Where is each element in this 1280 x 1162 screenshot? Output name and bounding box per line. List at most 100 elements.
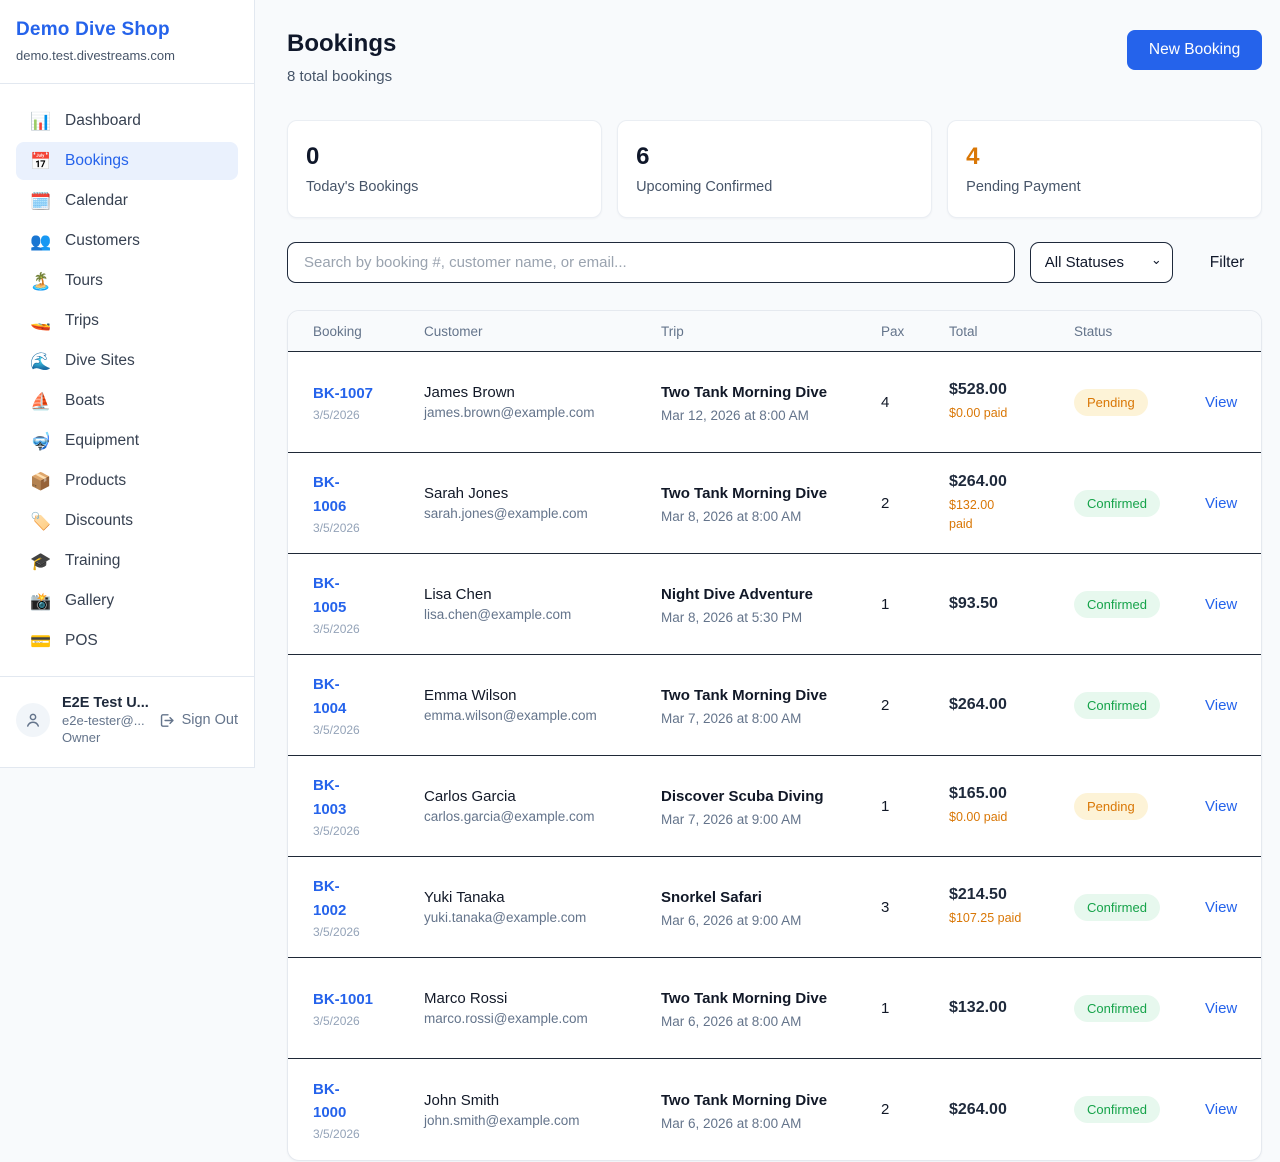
sign-out-label: Sign Out xyxy=(181,712,238,728)
customer-email: sarah.jones@example.com xyxy=(424,506,588,521)
booking-date: 3/5/2026 xyxy=(313,722,360,737)
customer-cell: John Smith john.smith@example.com xyxy=(424,1092,661,1128)
sidebar-item-equipment[interactable]: 🤿 Equipment xyxy=(16,422,238,460)
search-input[interactable] xyxy=(287,242,1015,283)
booking-date: 3/5/2026 xyxy=(313,621,360,636)
booking-cell: BK- 1004 3/5/2026 xyxy=(313,673,424,737)
stat-card-pending-payment: 4 Pending Payment xyxy=(947,120,1263,218)
booking-id-link[interactable]: BK-1007 xyxy=(313,384,374,402)
training-icon: 🎓 xyxy=(30,551,52,571)
table-row: BK- 1006 3/5/2026 Sarah Jones sarah.jone… xyxy=(288,453,1262,554)
sidebar-item-customers[interactable]: 👥 Customers xyxy=(16,222,238,260)
dashboard-icon: 📊 xyxy=(30,111,52,131)
sidebar-item-boats[interactable]: ⛵ Boats xyxy=(16,382,238,420)
trip-name: Two Tank Morning Dive xyxy=(661,1091,828,1109)
table-row: BK-1001 3/5/2026 Marco Rossi marco.rossi… xyxy=(288,958,1262,1059)
status-select[interactable]: All Statuses xyxy=(1029,242,1173,283)
user-role: Owner xyxy=(62,730,101,745)
view-link[interactable]: View xyxy=(1205,999,1238,1017)
pax-value: 2 xyxy=(881,696,890,714)
status-badge: Confirmed xyxy=(1074,489,1160,517)
customer-name: Yuki Tanaka xyxy=(424,889,505,906)
view-link[interactable]: View xyxy=(1205,797,1238,815)
total-amount: $132.00 xyxy=(949,999,1007,1016)
sidebar-item-products[interactable]: 📦 Products xyxy=(16,462,238,500)
trip-name: Discover Scuba Diving xyxy=(661,788,824,805)
sidebar-item-label: Dashboard xyxy=(65,112,141,129)
bookings-table: Booking Customer Trip Pax Total Status B… xyxy=(287,310,1263,1161)
booking-id-link[interactable]: BK- 1002 xyxy=(313,878,347,919)
filter-button[interactable]: Filter xyxy=(1192,246,1262,280)
booking-id-link[interactable]: BK- 1003 xyxy=(313,777,347,818)
sign-out-button[interactable]: Sign Out xyxy=(158,712,238,729)
sidebar-item-training[interactable]: 🎓 Training xyxy=(16,542,238,580)
booking-id-link[interactable]: BK- 1006 xyxy=(313,474,347,515)
col-status: Status xyxy=(1074,323,1113,339)
new-booking-button[interactable]: New Booking xyxy=(1126,30,1263,70)
sidebar-item-label: Training xyxy=(65,552,121,569)
sidebar-item-dashboard[interactable]: 📊 Dashboard xyxy=(16,102,238,140)
table-row: BK- 1004 3/5/2026 Emma Wilson emma.wilso… xyxy=(288,655,1262,756)
pos-icon: 💳 xyxy=(30,631,52,651)
trip-cell: Two Tank Morning Dive Mar 12, 2026 at 8:… xyxy=(661,381,839,423)
booking-id-link[interactable]: BK- 1000 xyxy=(313,1080,347,1121)
customer-email: marco.rossi@example.com xyxy=(424,1011,588,1026)
status-badge: Pending xyxy=(1074,792,1148,820)
status-badge: Confirmed xyxy=(1074,994,1160,1022)
pax-value: 2 xyxy=(881,1101,890,1118)
view-link[interactable]: View xyxy=(1205,1101,1238,1118)
view-link[interactable]: View xyxy=(1205,898,1238,916)
trip-cell: Two Tank Morning Dive Mar 7, 2026 at 8:0… xyxy=(661,684,839,726)
sidebar-item-gallery[interactable]: 📸 Gallery xyxy=(16,582,238,620)
page-title-block: Bookings 8 total bookings xyxy=(287,30,396,85)
pax-value: 1 xyxy=(881,999,890,1017)
status-badge: Confirmed xyxy=(1074,893,1160,921)
dive-sites-icon: 🌊 xyxy=(30,351,52,371)
status-cell: Confirmed xyxy=(1074,590,1195,618)
trip-datetime: Mar 6, 2026 at 9:00 AM xyxy=(661,913,802,928)
customer-name: Emma Wilson xyxy=(424,687,517,704)
boats-icon: ⛵ xyxy=(30,391,52,411)
status-cell: Confirmed xyxy=(1074,489,1195,517)
sidebar-item-tours[interactable]: 🏝️ Tours xyxy=(16,262,238,300)
view-link[interactable]: View xyxy=(1205,696,1238,714)
total-amount: $264.00 xyxy=(949,696,1007,713)
sidebar-item-pos[interactable]: 💳 POS xyxy=(16,622,238,660)
table-row: BK-1007 3/5/2026 James Brown james.brown… xyxy=(288,352,1262,453)
status-cell: Confirmed xyxy=(1074,893,1195,921)
sidebar-item-calendar[interactable]: 🗓️ Calendar xyxy=(16,182,238,220)
booking-id-link[interactable]: BK- 1005 xyxy=(313,575,347,616)
total-amount: $93.50 xyxy=(949,595,998,612)
table-row: BK- 1003 3/5/2026 Carlos Garcia carlos.g… xyxy=(288,756,1262,857)
trip-cell: Night Dive Adventure Mar 8, 2026 at 5:30… xyxy=(661,583,839,625)
sidebar-item-dive-sites[interactable]: 🌊 Dive Sites xyxy=(16,342,238,380)
calendar-icon: 🗓️ xyxy=(30,191,52,211)
shop-domain: demo.test.divestreams.com xyxy=(16,48,175,63)
sidebar-item-discounts[interactable]: 🏷️ Discounts xyxy=(16,502,238,540)
view-link[interactable]: View xyxy=(1205,393,1238,411)
pax-value: 4 xyxy=(881,393,890,411)
customer-cell: James Brown james.brown@example.com xyxy=(424,384,661,420)
sidebar-item-bookings[interactable]: 📅 Bookings xyxy=(16,142,238,180)
stat-label: Today's Bookings xyxy=(306,179,419,195)
trip-name: Snorkel Safari xyxy=(661,889,762,906)
status-cell: Confirmed xyxy=(1074,994,1195,1022)
sidebar-item-label: Boats xyxy=(65,392,105,409)
booking-id-link[interactable]: BK- 1004 xyxy=(313,676,347,717)
customer-email: john.smith@example.com xyxy=(424,1112,580,1128)
total-amount: $264.00 xyxy=(949,1100,1007,1118)
view-link[interactable]: View xyxy=(1205,494,1238,512)
view-link[interactable]: View xyxy=(1205,595,1238,613)
booking-date: 3/5/2026 xyxy=(313,520,360,535)
status-badge: Confirmed xyxy=(1074,590,1160,618)
booking-id-link[interactable]: BK-1001 xyxy=(313,990,374,1008)
status-cell: Pending xyxy=(1074,792,1195,820)
trip-name: Night Dive Adventure xyxy=(661,586,813,603)
stat-label: Pending Payment xyxy=(966,179,1081,195)
tours-icon: 🏝️ xyxy=(30,271,52,291)
filter-row: All Statuses ⌄ Filter xyxy=(287,242,1262,283)
stat-card-upcoming-confirmed: 6 Upcoming Confirmed xyxy=(617,120,933,218)
shop-logo: Demo Dive Shop xyxy=(16,19,170,40)
sidebar-item-trips[interactable]: 🚤 Trips xyxy=(16,302,238,340)
trip-cell: Discover Scuba Diving Mar 7, 2026 at 9:0… xyxy=(661,785,839,827)
